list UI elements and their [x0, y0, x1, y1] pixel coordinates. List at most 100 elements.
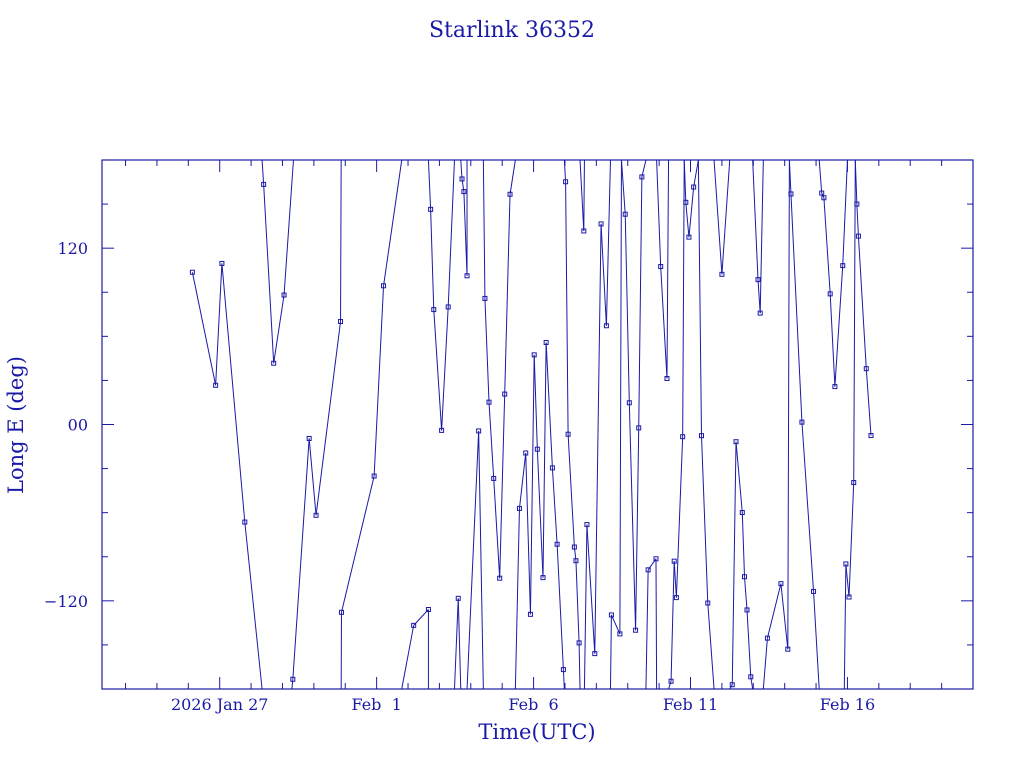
series-line-segment: [514, 508, 520, 690]
data-point: [698, 433, 704, 439]
series-line-segment: [693, 159, 699, 188]
series-line-segment: [843, 563, 847, 690]
data-point: [785, 646, 791, 652]
data-point: [811, 588, 817, 594]
series-line-segment: [635, 427, 640, 631]
series-line-segment: [641, 159, 647, 178]
series-line-segment: [735, 441, 743, 513]
data-point: [819, 190, 825, 196]
y-tick-label: 00: [68, 416, 88, 435]
series-line-segment: [683, 159, 687, 203]
series-line-segment: [413, 609, 429, 626]
data-point: [639, 174, 645, 180]
series-line-segment: [848, 482, 855, 598]
series-line-segment: [484, 298, 490, 403]
series-line-segment: [478, 430, 484, 690]
x-tick-label: 2026 Jan 27: [171, 695, 269, 714]
series-line-segment: [586, 524, 596, 654]
data-point: [338, 609, 344, 615]
data-point: [636, 425, 642, 431]
data-point: [516, 505, 522, 511]
data-point: [497, 575, 503, 581]
series-line-segment: [655, 558, 658, 690]
series-line-segment: [697, 159, 702, 436]
data-point: [855, 233, 861, 239]
x-tick-label: Feb 16: [820, 695, 875, 714]
series-line-segment: [308, 438, 317, 516]
series-line-segment: [579, 159, 585, 232]
series-line-segment: [482, 159, 486, 299]
series-line-segment: [829, 293, 836, 387]
series-line-segment: [759, 159, 764, 314]
data-point: [523, 450, 529, 456]
series-line-segment: [707, 603, 715, 690]
data-point: [189, 269, 195, 275]
data-point: [459, 176, 465, 182]
data-point: [622, 211, 628, 217]
chart-title: Starlink 36352: [429, 18, 595, 43]
series-line-segment: [509, 159, 516, 195]
series-longitude: [189, 159, 874, 690]
series-line-segment: [675, 436, 684, 598]
data-point: [571, 544, 577, 550]
series-line-segment: [383, 159, 403, 286]
series-line-segment: [762, 638, 768, 690]
x-tick-label: Feb 6: [508, 695, 558, 714]
series-line-segment: [292, 438, 310, 680]
data-point: [668, 678, 674, 684]
data-point: [603, 323, 609, 329]
series-line-segment: [620, 159, 626, 215]
data-point: [653, 556, 659, 562]
data-point: [213, 382, 219, 388]
data-point: [554, 541, 560, 547]
series-line-segment: [624, 214, 630, 403]
series-line-segment: [504, 194, 511, 395]
series-line-segment: [273, 294, 285, 364]
series-line-segment: [801, 422, 815, 592]
series-line-segment: [191, 272, 217, 386]
series-line-segment: [578, 642, 581, 690]
data-point: [686, 234, 692, 240]
data-point: [431, 307, 437, 313]
data-point: [271, 360, 277, 366]
series-line-segment: [818, 159, 823, 194]
data-point: [455, 595, 461, 601]
series-line-segment: [373, 285, 385, 477]
data-point: [531, 352, 537, 358]
series-line-segment: [685, 202, 690, 238]
data-point: [482, 295, 488, 301]
series-line-segment: [741, 512, 745, 577]
data-point: [827, 291, 833, 297]
series-line-segment: [545, 342, 553, 468]
series-line-segment: [856, 204, 859, 237]
series-line-segment: [834, 265, 844, 387]
data-point: [534, 446, 540, 452]
series-line-segment: [340, 159, 342, 322]
series-line-segment: [427, 159, 432, 210]
data-point: [680, 434, 686, 440]
data-point: [242, 519, 248, 525]
series-line-segment: [766, 583, 782, 639]
series-line-segment: [533, 354, 538, 450]
data-point: [219, 260, 225, 266]
series-line-segment: [430, 209, 435, 310]
data-point: [658, 264, 664, 270]
series-line-segment: [340, 475, 375, 613]
series-line-segment: [790, 193, 803, 423]
data-point: [691, 184, 697, 190]
y-tick-label: −120: [44, 592, 88, 611]
data-point: [445, 304, 451, 310]
data-point: [673, 595, 679, 601]
series-line-segment: [854, 159, 858, 205]
data-point: [502, 391, 508, 397]
data-point: [608, 612, 614, 618]
series-line-segment: [673, 561, 677, 598]
data-point: [464, 273, 470, 279]
series-line-segment: [845, 563, 850, 598]
series-line-segment: [813, 591, 820, 690]
series-line-segment: [562, 669, 565, 690]
series-line-segment: [609, 614, 612, 690]
data-point: [868, 433, 874, 439]
data-point: [617, 631, 623, 637]
